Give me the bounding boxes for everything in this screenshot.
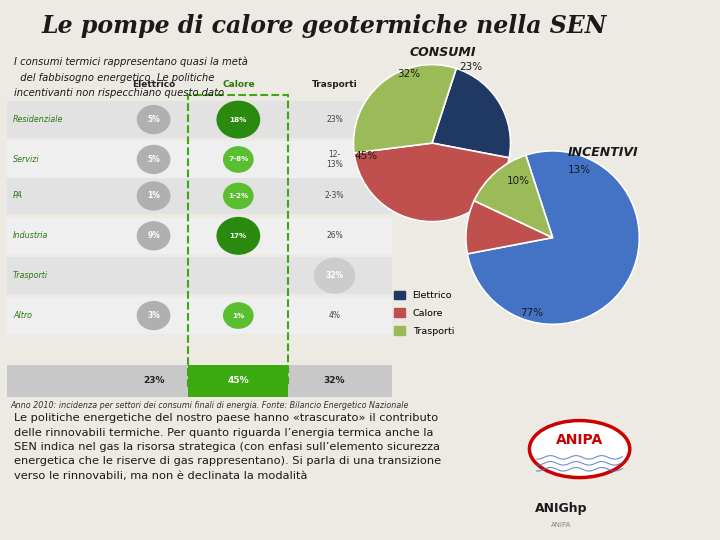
Circle shape (138, 106, 170, 133)
Text: Residenziale: Residenziale (13, 115, 63, 124)
Text: 5%: 5% (147, 155, 160, 164)
Ellipse shape (529, 421, 630, 477)
Text: 9%: 9% (147, 231, 160, 240)
Text: 13%: 13% (567, 165, 590, 175)
Bar (7, 141, 392, 178)
Text: Trasporti: Trasporti (312, 80, 358, 89)
Text: CONSUMI: CONSUMI (410, 46, 476, 59)
Text: Le politiche energetiche del nostro paese hanno «trascurato» il contributo
delle: Le politiche energetiche del nostro paes… (14, 413, 441, 481)
Bar (7, 178, 392, 214)
Text: 3%: 3% (147, 311, 160, 320)
Text: Industria: Industria (13, 231, 48, 240)
Text: 5%: 5% (147, 115, 160, 124)
Wedge shape (467, 151, 639, 325)
Text: 23%: 23% (326, 115, 343, 124)
Text: PA: PA (13, 192, 23, 200)
Circle shape (315, 259, 355, 293)
Text: Trasporti: Trasporti (13, 271, 48, 280)
Text: 18%: 18% (230, 117, 247, 123)
Bar (7, 297, 392, 334)
Text: Anno 2010: incidenza per settori dei consumi finali di energia. Fonte: Bilancio : Anno 2010: incidenza per settori dei con… (11, 401, 409, 410)
Wedge shape (432, 69, 510, 158)
Text: Calore: Calore (222, 80, 255, 89)
Text: 17%: 17% (230, 233, 247, 239)
Bar (7, 102, 392, 138)
Wedge shape (354, 65, 456, 153)
Text: 23%: 23% (143, 376, 164, 386)
Circle shape (138, 222, 170, 250)
Text: Servizi: Servizi (13, 155, 40, 164)
Circle shape (217, 102, 259, 138)
Bar (7, 366, 392, 397)
Text: 77%: 77% (520, 308, 543, 318)
Bar (188, 366, 289, 397)
Bar (7, 258, 392, 294)
Circle shape (138, 182, 170, 210)
Text: I consumi termici rappresentano quasi la metà
  del fabbisogno energetico. Le po: I consumi termici rappresentano quasi la… (14, 57, 248, 98)
Circle shape (224, 184, 253, 208)
Circle shape (138, 145, 170, 173)
Wedge shape (354, 143, 509, 221)
Text: 23%: 23% (459, 62, 482, 72)
Text: 45%: 45% (354, 151, 377, 161)
Text: 10%: 10% (507, 176, 530, 186)
Text: 1%: 1% (232, 313, 245, 319)
Text: Elettrico: Elettrico (132, 80, 175, 89)
Text: 45%: 45% (228, 376, 249, 386)
Text: 7-8%: 7-8% (228, 157, 248, 163)
Wedge shape (474, 155, 552, 238)
Text: 32%: 32% (324, 376, 346, 386)
Text: 32%: 32% (397, 69, 420, 79)
Text: 1%: 1% (147, 192, 160, 200)
Text: 4%: 4% (328, 311, 341, 320)
Text: ANIGhp: ANIGhp (535, 502, 588, 515)
Text: ANIPA: ANIPA (556, 433, 603, 447)
Circle shape (224, 303, 253, 328)
Text: Altro: Altro (13, 311, 32, 320)
Circle shape (224, 147, 253, 172)
Text: ANIPA: ANIPA (551, 522, 572, 528)
Text: 12-
13%: 12- 13% (326, 150, 343, 169)
Circle shape (217, 218, 259, 254)
Wedge shape (466, 201, 552, 254)
Legend: Elettrico, Calore, Trasporti: Elettrico, Calore, Trasporti (390, 287, 458, 340)
Text: Le pompe di calore geotermiche nella SEN: Le pompe di calore geotermiche nella SEN (41, 14, 607, 37)
Circle shape (138, 301, 170, 329)
Text: INCENTIVI: INCENTIVI (567, 146, 638, 159)
Text: 32%: 32% (325, 271, 343, 280)
Text: 1-2%: 1-2% (228, 193, 248, 199)
Text: 26%: 26% (326, 231, 343, 240)
Bar (7, 218, 392, 254)
Text: 2-3%: 2-3% (325, 192, 344, 200)
